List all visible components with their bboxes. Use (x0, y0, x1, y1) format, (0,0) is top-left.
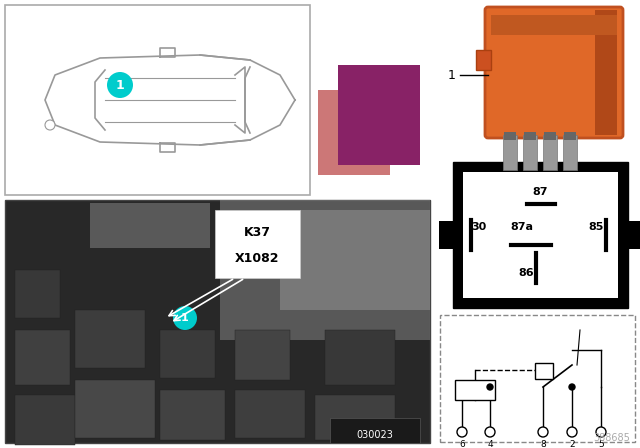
Text: 2: 2 (569, 439, 575, 448)
Bar (523, 135, 537, 170)
Text: 1: 1 (448, 69, 456, 82)
Bar (453, 162, 628, 308)
Bar (280, 210, 430, 310)
Text: 6: 6 (459, 439, 465, 448)
Bar (15, 270, 60, 318)
Bar (5, 200, 430, 443)
Circle shape (538, 427, 548, 437)
Bar (15, 395, 75, 445)
Bar (5, 5, 310, 195)
Circle shape (173, 306, 197, 330)
Circle shape (457, 427, 467, 437)
Text: 87a: 87a (511, 222, 534, 232)
Text: 1: 1 (116, 78, 124, 91)
Circle shape (485, 427, 495, 437)
Bar (75, 380, 155, 438)
Bar (15, 330, 70, 385)
Bar (455, 380, 495, 400)
Text: 1: 1 (181, 313, 189, 323)
Bar (595, 10, 617, 135)
Bar (564, 132, 576, 140)
Text: 5: 5 (598, 439, 604, 448)
Text: 85: 85 (588, 222, 604, 232)
Text: K37: K37 (243, 225, 271, 238)
Bar (543, 135, 557, 170)
Text: 86: 86 (518, 268, 534, 278)
Bar (504, 132, 516, 140)
Bar (544, 132, 556, 140)
Bar (220, 200, 430, 340)
Bar (503, 135, 517, 170)
Circle shape (107, 72, 133, 98)
Bar (338, 65, 420, 165)
Bar (563, 135, 577, 170)
Circle shape (569, 384, 575, 390)
Bar (215, 210, 300, 278)
Bar (325, 330, 395, 385)
Text: X1082: X1082 (235, 251, 279, 264)
Bar (440, 315, 635, 442)
Bar (160, 390, 225, 440)
Text: 030023: 030023 (356, 430, 394, 440)
Text: 388685: 388685 (593, 433, 630, 443)
Circle shape (567, 427, 577, 437)
Bar (491, 15, 617, 35)
Bar (90, 203, 210, 248)
Text: 8: 8 (540, 439, 546, 448)
Bar (235, 330, 290, 380)
Bar (463, 172, 618, 298)
Bar (330, 418, 420, 443)
Circle shape (45, 120, 55, 130)
Bar (75, 310, 145, 368)
Bar (476, 50, 491, 70)
Text: 30: 30 (471, 222, 486, 232)
Bar (160, 330, 215, 378)
Bar (535, 363, 553, 379)
Bar (318, 90, 390, 175)
Bar (439, 221, 453, 249)
Circle shape (487, 384, 493, 390)
Text: 87: 87 (532, 187, 548, 197)
Bar (315, 395, 395, 440)
Bar (235, 390, 305, 438)
FancyBboxPatch shape (485, 7, 623, 138)
Circle shape (596, 427, 606, 437)
Bar (628, 221, 640, 249)
Bar (524, 132, 536, 140)
Text: 4: 4 (487, 439, 493, 448)
